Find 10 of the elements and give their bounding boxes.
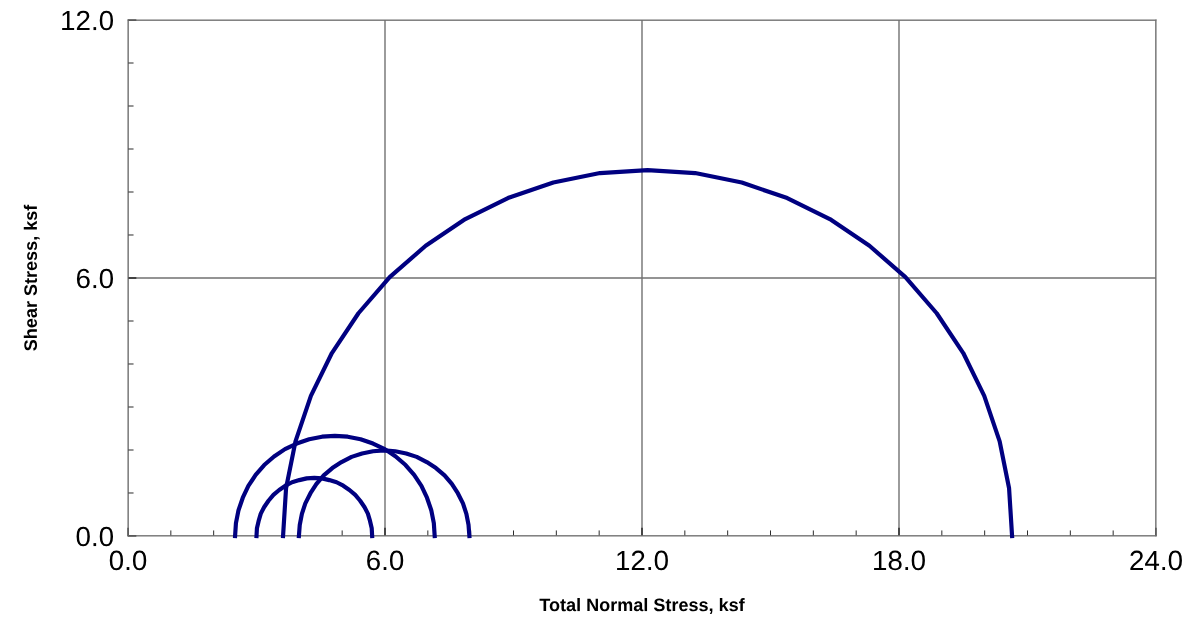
x-axis-title: Total Normal Stress, ksf [539,598,745,614]
x-tick-label: 24.0 [1130,550,1182,571]
y-tick-label: 6.0 [76,268,114,289]
x-tick-label: 6.0 [367,550,404,571]
x-tick-label: 0.0 [109,550,147,571]
y-axis-title: Shear Stress, ksf [23,204,40,351]
y-tick-label: 0.0 [76,526,114,547]
x-tick-label: 12.0 [617,550,668,571]
y-tick-label: 12.0 [62,10,114,31]
x-tick-label: 18.0 [874,550,925,571]
